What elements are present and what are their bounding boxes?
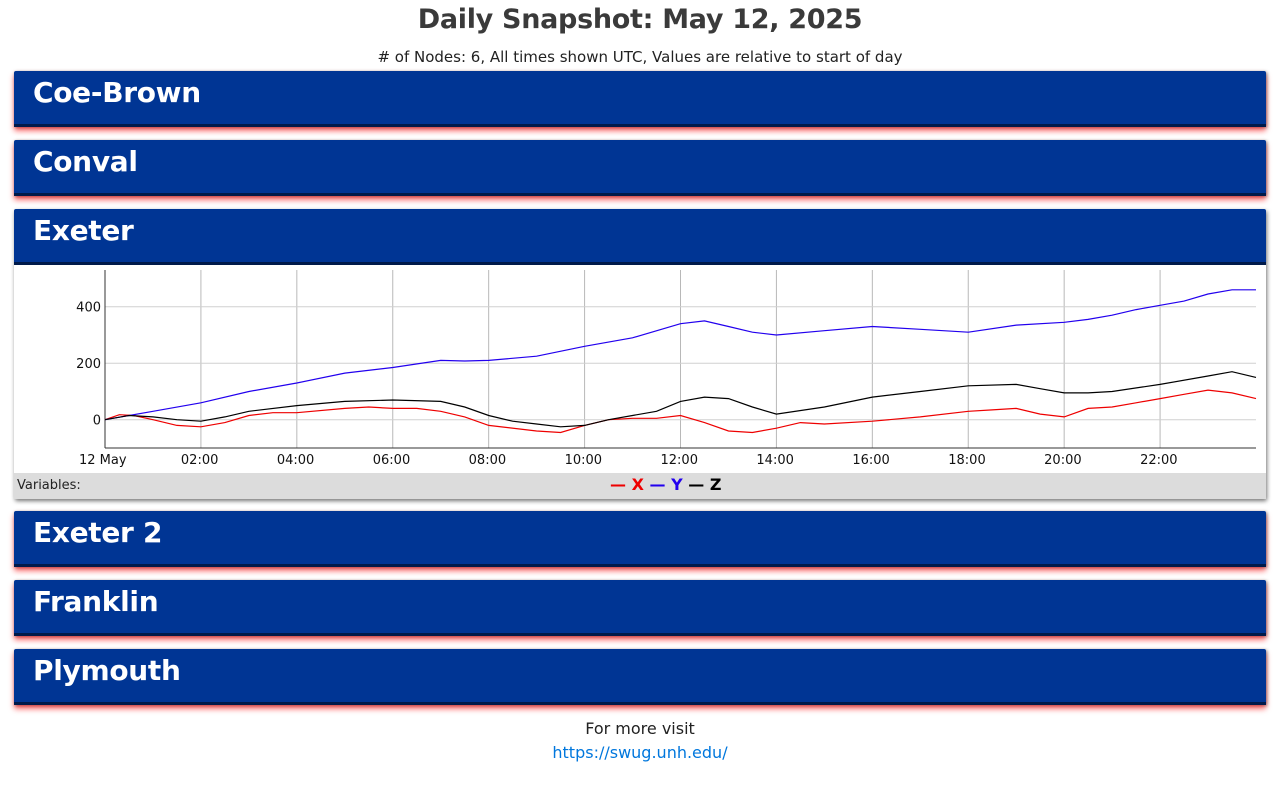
node-name: Franklin xyxy=(33,585,159,618)
legend-item-x[interactable]: — X xyxy=(610,475,650,494)
exeter-chart[interactable]: 12 May 02:00 04:00 06:00 08:00 10:00 12:00 14:0… xyxy=(14,265,1266,473)
node-header-coe-brown[interactable]: Coe-Brown xyxy=(14,71,1266,127)
node-panel-conval: Conval xyxy=(14,140,1266,196)
x-tick-label: 20:00 xyxy=(1044,453,1081,468)
node-panel-coe-brown: Coe-Brown xyxy=(14,71,1266,127)
node-name: Exeter xyxy=(33,214,134,247)
node-header-exeter-2[interactable]: Exeter 2 xyxy=(14,511,1266,567)
series-line-x xyxy=(104,389,1257,434)
legend-swatch-z: — xyxy=(688,475,705,494)
x-tick-label: 12 May xyxy=(79,453,127,468)
legend-label-x: X xyxy=(631,475,644,494)
node-header-exeter[interactable]: Exeter xyxy=(14,209,1266,265)
page-title: Daily Snapshot: May 12, 2025 xyxy=(417,4,863,35)
node-header-franklin[interactable]: Franklin xyxy=(14,580,1266,636)
node-name: Coe-Brown xyxy=(33,76,201,109)
node-name: Conval xyxy=(33,145,138,178)
y-tick-label: 400 xyxy=(76,301,101,316)
y-tick-label: 0 xyxy=(93,414,101,429)
legend: — X — Y — Z xyxy=(610,475,721,494)
legend-label-z: Z xyxy=(709,475,722,494)
line-chart[interactable]: 12 May 02:00 04:00 06:00 08:00 10:00 12:00 14:0… xyxy=(14,265,1266,473)
x-tick-label: 08:00 xyxy=(469,453,506,468)
series-line-y xyxy=(104,289,1256,421)
y-tick-label: 200 xyxy=(76,357,101,372)
node-header-conval[interactable]: Conval xyxy=(14,140,1266,196)
x-tick-label: 04:00 xyxy=(277,453,314,468)
variables-legend-bar: Variables: — X — Y — Z xyxy=(14,473,1266,499)
legend-label-y: Y xyxy=(671,475,683,494)
series-line-z xyxy=(104,371,1257,428)
node-name: Exeter 2 xyxy=(33,516,163,549)
legend-swatch-y: — xyxy=(649,475,666,494)
x-tick-label: 14:00 xyxy=(756,453,793,468)
page-subtitle: # of Nodes: 6, All times shown UTC, Valu… xyxy=(377,48,903,66)
x-tick-label: 22:00 xyxy=(1140,453,1177,468)
x-tick-label: 02:00 xyxy=(181,453,218,468)
node-panel-plymouth: Plymouth xyxy=(14,649,1266,705)
legend-item-z[interactable]: — Z xyxy=(688,475,721,494)
x-tick-label: 18:00 xyxy=(948,453,985,468)
x-tick-label: 12:00 xyxy=(661,453,698,468)
legend-swatch-x: — xyxy=(610,475,626,494)
node-panel-franklin: Franklin xyxy=(14,580,1266,636)
footer-text: For more visit xyxy=(585,719,695,738)
node-name: Plymouth xyxy=(33,654,181,687)
footer-link-container: https://swug.unh.edu/ xyxy=(0,743,1280,762)
variables-label: Variables: xyxy=(17,478,81,493)
x-tick-label: 10:00 xyxy=(565,453,602,468)
legend-item-y[interactable]: — Y xyxy=(650,475,689,494)
swug-link[interactable]: https://swug.unh.edu/ xyxy=(552,743,728,762)
node-panel-exeter: Exeter 12 May 02:00 04:00 06:00 08:00 10:00 12… xyxy=(14,209,1266,499)
x-tick-label: 16:00 xyxy=(852,453,889,468)
node-header-plymouth[interactable]: Plymouth xyxy=(14,649,1266,705)
node-panel-exeter-2: Exeter 2 xyxy=(14,511,1266,567)
x-tick-label: 06:00 xyxy=(373,453,410,468)
